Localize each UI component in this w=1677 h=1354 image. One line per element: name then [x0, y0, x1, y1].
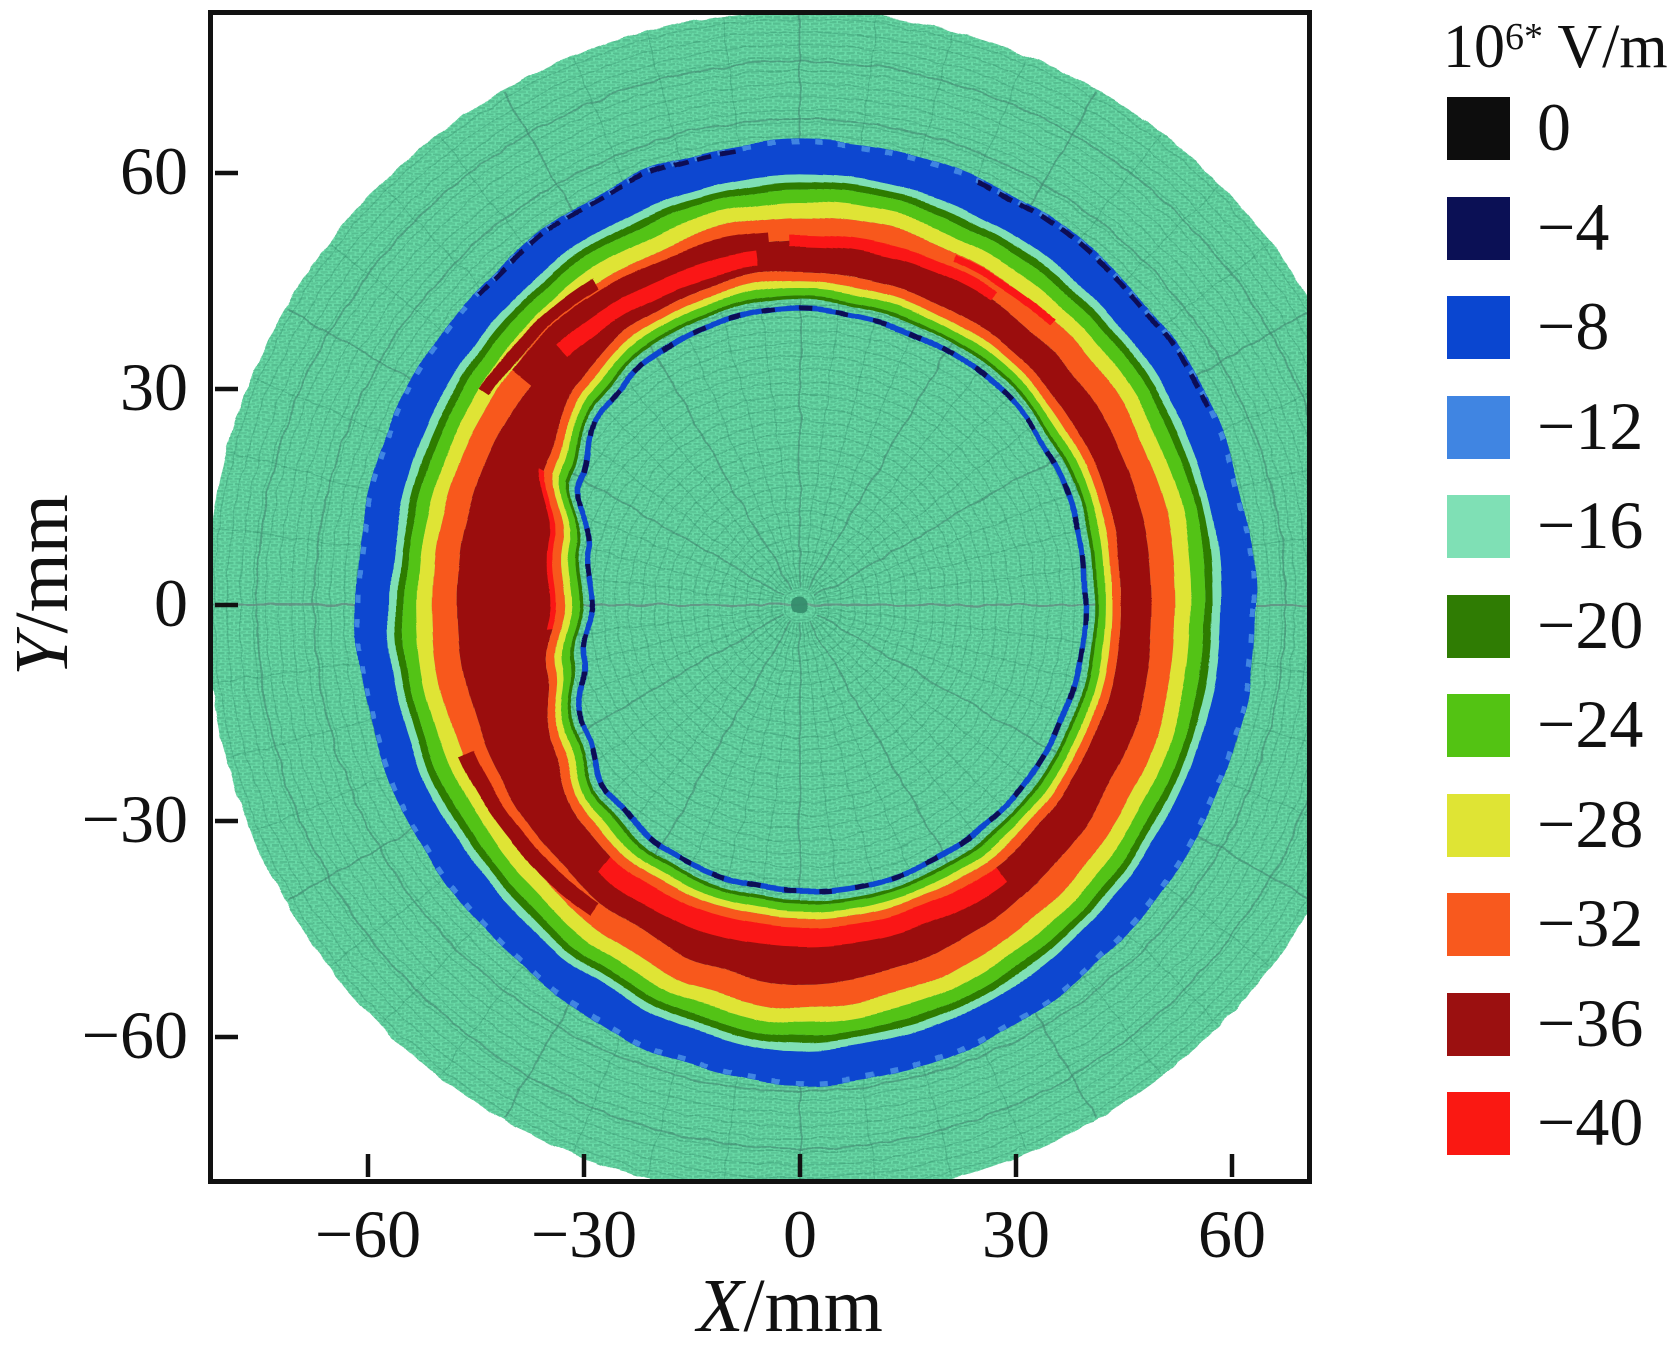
- legend-title-unit: V/m: [1543, 13, 1668, 81]
- y-tick-label-60: 60: [120, 133, 188, 209]
- legend-value: −12: [1537, 387, 1644, 464]
- legend-value: 0: [1537, 89, 1571, 165]
- x-tick-label--60: −60: [314, 1196, 422, 1272]
- legend-swatch: [1447, 1092, 1510, 1155]
- legend-value: −4: [1537, 188, 1610, 265]
- legend-value: −28: [1537, 785, 1644, 862]
- legend-swatch: [1447, 395, 1510, 459]
- legend-swatch: [1447, 893, 1510, 956]
- x-axis-title-unit: /mm: [743, 1264, 883, 1348]
- legend-swatch: [1447, 594, 1510, 658]
- legend-swatch: [1447, 296, 1510, 359]
- legend-swatch: [1447, 992, 1510, 1056]
- legend-swatch: [1447, 694, 1510, 757]
- legend-title: 106* V/m: [1443, 16, 1668, 78]
- legend-swatch: [1447, 196, 1510, 260]
- x-tick-label-30: 30: [982, 1196, 1050, 1272]
- legend-value: −32: [1537, 885, 1644, 961]
- legend-swatch: [1447, 97, 1510, 160]
- legend-title-exponent: 6*: [1505, 16, 1543, 58]
- x-tick-label-0: 0: [783, 1196, 817, 1272]
- legend-title-base: 10: [1443, 13, 1505, 81]
- x-axis-title-symbol: X: [697, 1264, 744, 1348]
- legend-swatch: [1447, 495, 1510, 558]
- y-tick-label-0: 0: [154, 565, 188, 641]
- y-tick-label-30: 30: [120, 349, 188, 425]
- legend-value: −8: [1537, 288, 1610, 364]
- y-axis-title-symbol: Y: [0, 633, 84, 676]
- x-tick-label--30: −30: [530, 1196, 638, 1272]
- field-map-plot: [208, 10, 1312, 1184]
- field-ring: [355, 139, 1255, 1086]
- axis-ticks: [215, 170, 1235, 1177]
- x-axis-title: X/mm: [697, 1268, 883, 1344]
- legend-value: −24: [1537, 686, 1644, 762]
- legend-value: −20: [1537, 586, 1644, 663]
- legend-swatch: [1447, 793, 1510, 857]
- x-tick-label-60: 60: [1198, 1196, 1266, 1272]
- legend-value: −40: [1537, 1084, 1644, 1160]
- y-tick-label--60: −60: [81, 997, 188, 1073]
- legend-value: −36: [1537, 984, 1644, 1061]
- y-tick-label--30: −30: [81, 781, 188, 857]
- plot-frame: [208, 10, 1312, 1184]
- legend: 106* V/m 0 −4 −8 −12 −16 −20 −24 −28 −32 −36 −40: [1436, 0, 1677, 1200]
- legend-value: −16: [1537, 487, 1644, 563]
